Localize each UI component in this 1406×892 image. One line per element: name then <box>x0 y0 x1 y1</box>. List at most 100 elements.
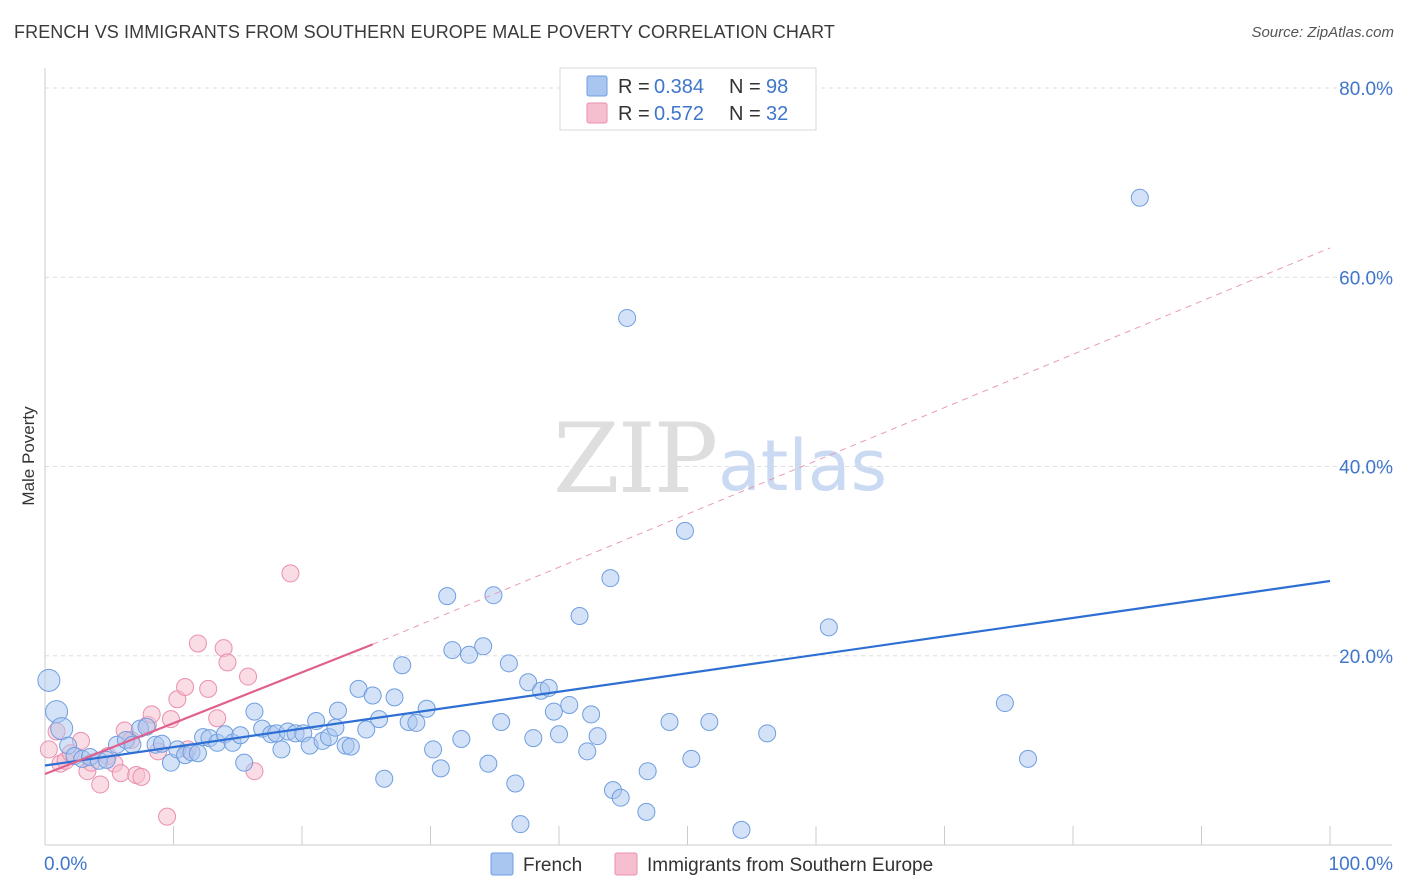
immigrants-point <box>208 709 227 728</box>
french-point <box>582 705 601 724</box>
french-point <box>479 754 498 773</box>
french-point <box>484 586 503 605</box>
immigrants-point <box>188 634 207 653</box>
watermark-zip: ZIP <box>553 403 716 515</box>
french-point <box>357 720 376 739</box>
french-point <box>511 815 530 834</box>
source-credit: Source: ZipAtlas.com <box>1251 24 1394 41</box>
french-point <box>524 729 543 748</box>
french-point <box>424 740 443 759</box>
gridlines <box>45 87 1392 657</box>
french-point <box>328 701 347 720</box>
legend-r-label-immigrants: R = <box>618 103 650 125</box>
x-tick-labels: 0.0% 100.0% <box>44 854 1393 875</box>
immigrants-trend-line <box>44 643 374 776</box>
french-point <box>417 699 436 718</box>
x-tick-label: 100.0% <box>1329 854 1394 875</box>
immigrants-point <box>176 677 195 696</box>
french-point <box>50 717 74 741</box>
legend-swatch-immigrants <box>586 102 608 124</box>
french-point <box>272 740 291 759</box>
immigrants-point <box>111 764 130 783</box>
immigrants-point <box>218 653 237 672</box>
french-point <box>438 587 457 606</box>
bottom-legend: French Immigrants from Southern Europe <box>490 852 933 876</box>
y-tick-label: 40.0% <box>1339 458 1393 479</box>
french-point <box>637 802 656 821</box>
french-point <box>660 712 679 731</box>
french-point <box>393 656 412 675</box>
french-point <box>732 820 751 839</box>
french-point <box>638 762 657 781</box>
french-point <box>474 637 493 656</box>
french-point <box>1019 749 1038 768</box>
immigrants-point <box>239 667 258 686</box>
bottom-legend-label-immigrants: Immigrants from Southern Europe <box>647 855 933 876</box>
y-tick-label: 20.0% <box>1339 647 1393 668</box>
french-point <box>601 569 620 588</box>
x-tick-label: 0.0% <box>44 854 87 875</box>
french-point <box>231 726 250 745</box>
y-axis-label: Male Poverty <box>19 406 38 506</box>
legend-swatch-french <box>586 75 608 97</box>
watermark: ZIP atlas <box>553 403 887 515</box>
french-point <box>137 717 156 736</box>
legend-n-label-french: N = <box>729 76 761 98</box>
french-point <box>578 742 597 761</box>
french-point <box>443 641 462 660</box>
french-point <box>460 645 479 664</box>
french-point <box>97 750 116 769</box>
french-point <box>506 774 525 793</box>
french-trend-line <box>44 579 1331 767</box>
legend-n-label-immigrants: N = <box>729 103 761 125</box>
french-point <box>995 694 1014 713</box>
immigrants-point <box>39 740 58 759</box>
immigrants-point <box>91 775 110 794</box>
french-point <box>682 749 701 768</box>
french-point <box>452 730 471 749</box>
bottom-legend-swatch-french <box>490 852 514 876</box>
immigrants-trend-extension <box>372 247 1331 645</box>
legend: R = 0.384 N = 98 R = 0.572 N = 32 <box>559 67 817 131</box>
immigrants-point <box>281 564 300 583</box>
legend-n-value-immigrants: 32 <box>766 103 788 125</box>
legend-r-value-immigrants: 0.572 <box>654 103 704 125</box>
french-point <box>235 753 254 772</box>
immigrants-point <box>132 767 151 786</box>
french-points <box>37 188 1149 839</box>
french-point <box>588 727 607 746</box>
french-point <box>550 725 568 744</box>
french-point <box>407 713 426 732</box>
french-point <box>560 695 579 714</box>
french-point <box>188 744 207 763</box>
legend-r-label-french: R = <box>618 76 650 98</box>
french-point <box>819 618 838 637</box>
bottom-legend-label-french: French <box>523 855 582 876</box>
y-tick-label: 60.0% <box>1339 268 1393 289</box>
y-tick-labels: 20.0% 40.0% 60.0% 80.0% <box>1339 79 1393 668</box>
french-point <box>341 737 360 756</box>
french-point <box>326 718 345 737</box>
french-point <box>570 607 589 626</box>
french-point <box>499 654 518 673</box>
french-point <box>245 702 264 721</box>
bottom-legend-swatch-immigrants <box>614 852 638 876</box>
french-point <box>363 686 382 705</box>
french-point <box>492 712 511 731</box>
axes <box>44 68 1392 846</box>
immigrants-points <box>39 564 300 826</box>
french-point <box>375 769 394 788</box>
legend-n-value-french: 98 <box>766 76 788 98</box>
french-point <box>385 688 404 707</box>
immigrants-point <box>158 807 177 826</box>
trend-lines <box>44 247 1331 776</box>
french-point <box>611 788 630 807</box>
french-point <box>1130 188 1149 207</box>
french-point <box>675 521 694 540</box>
french-point <box>431 759 450 778</box>
french-point <box>618 308 637 327</box>
legend-r-value-french: 0.384 <box>654 76 704 98</box>
immigrants-point <box>199 679 218 698</box>
french-point <box>519 673 538 692</box>
